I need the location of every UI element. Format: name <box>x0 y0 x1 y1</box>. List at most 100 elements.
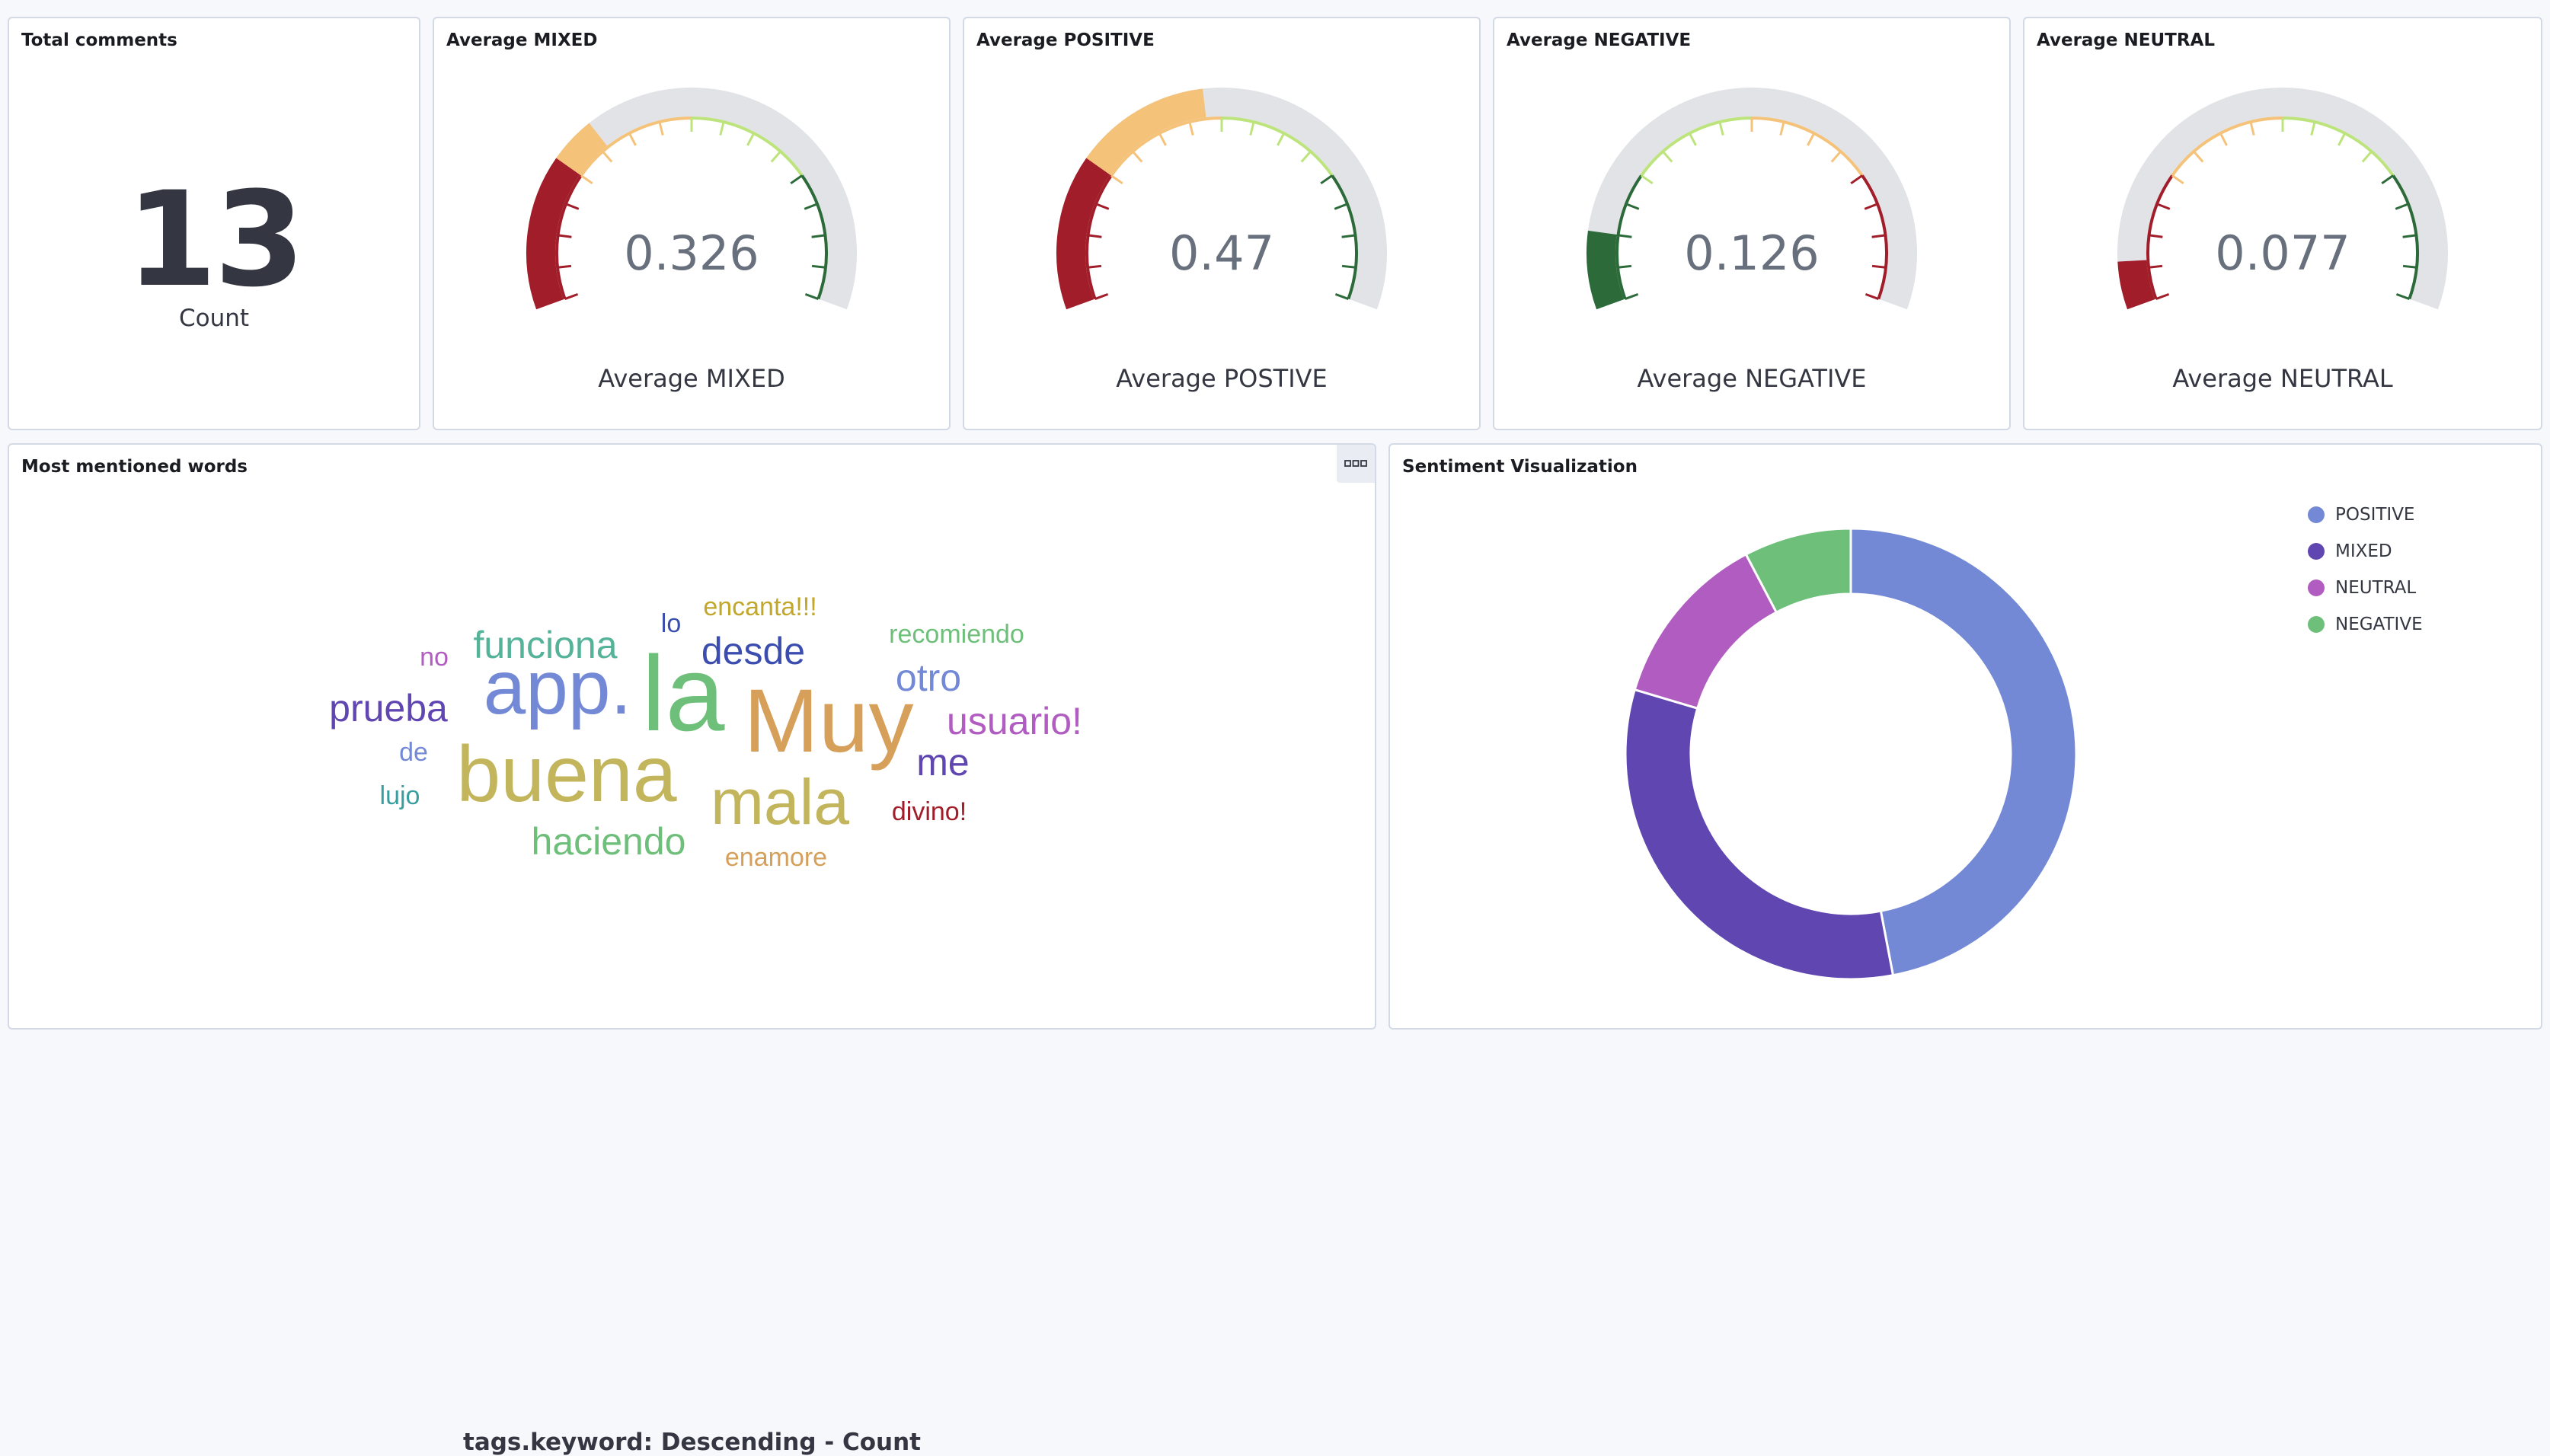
gauge-tick <box>1688 133 1697 146</box>
gauge-tick <box>1110 174 1123 185</box>
donut-slice-neutral[interactable] <box>1633 552 1778 710</box>
gauge-tick <box>1094 292 1109 300</box>
word-cloud-word: de <box>399 738 428 767</box>
gauge-label: Average POSTIVE <box>1116 364 1327 393</box>
word-cloud-word: mala <box>711 766 849 838</box>
panel-title: Sentiment Visualization <box>1402 457 1638 477</box>
panel-title: Total comments <box>21 30 177 50</box>
gauge-tick <box>2402 264 2417 269</box>
gauge-value-arc <box>526 158 580 310</box>
metric-label: Count <box>178 305 250 332</box>
ellipsis-icon <box>1344 460 1367 467</box>
gauge-tick <box>1662 150 1673 163</box>
panel-title: Average NEGATIVE <box>1507 30 1692 50</box>
gauge-value-arc <box>556 123 608 175</box>
legend-item-positive[interactable]: POSITIVE <box>2308 497 2423 533</box>
gauge-tick <box>804 203 818 210</box>
word-cloud-word: divino! <box>892 797 967 826</box>
gauge-tick <box>1188 121 1194 136</box>
gauge-scale-band <box>2392 174 2419 300</box>
gauge-tick <box>804 292 819 300</box>
donut-slice-positive[interactable] <box>1849 527 2078 977</box>
gauge-tick <box>1871 234 1886 238</box>
panel-title: Average MIXED <box>446 30 598 50</box>
gauge-tick <box>628 133 637 146</box>
gauge-chart: 0.077 Average NEUTRAL <box>2117 88 2448 393</box>
gauge-tick <box>1850 174 1863 185</box>
gauge-value-arc <box>1587 230 1624 310</box>
gauge-tick <box>1132 150 1143 163</box>
gauge-tick <box>1277 133 1286 146</box>
gauge-tick <box>746 133 756 146</box>
gauge-scale-band <box>1640 117 1753 177</box>
gauge-tick <box>2149 234 2163 238</box>
legend-swatch <box>2308 506 2325 523</box>
gauge-tick <box>2310 121 2316 136</box>
gauge-tick <box>2148 264 2163 269</box>
gauge-tick <box>719 121 725 136</box>
gauge-label: Average MIXED <box>598 364 784 393</box>
word-cloud-axis-label: tags.keyword: Descending - Count <box>463 1429 921 1456</box>
gauge-chart: 0.47 Average POSTIVE <box>1056 88 1387 393</box>
gauge-label: Average NEUTRAL <box>2172 364 2393 393</box>
legend-swatch <box>2308 616 2325 633</box>
gauge-scale-band <box>1861 174 1888 300</box>
panel-title: Average NEUTRAL <box>2037 30 2215 50</box>
gauge-tick <box>770 150 781 163</box>
gauge-tick <box>2249 121 2255 136</box>
gauge-tick <box>1807 133 1816 146</box>
gauge-tick <box>1320 174 1333 185</box>
metric-value: 13 <box>126 163 305 316</box>
legend-item-neutral[interactable]: NEUTRAL <box>2308 570 2423 606</box>
legend-swatch <box>2308 580 2325 596</box>
gauge-tick <box>1341 234 1356 238</box>
gauge-tick <box>2402 234 2417 238</box>
gauge-scale-band <box>1221 117 1334 177</box>
panel-options-button[interactable] <box>1337 445 1375 483</box>
gauge-tick <box>1718 121 1724 136</box>
panel-gauge-mixed: Average MIXED 0.326 Average MIXED <box>433 17 951 430</box>
gauge-tick <box>1341 264 1356 269</box>
gauge-tick <box>2156 203 2171 210</box>
panel-sentiment-donut: Sentiment Visualization POSITIVE MIXED NEU… <box>1388 443 2542 1030</box>
gauge-track <box>1587 88 1917 310</box>
panel-title: Most mentioned words <box>21 457 248 477</box>
word-cloud-word: encanta!!! <box>703 592 816 621</box>
gauge-tick <box>2155 292 2170 300</box>
gauge-tick <box>811 234 826 238</box>
gauge-tick <box>1334 203 1348 210</box>
gauge-tick <box>564 292 579 300</box>
gauge-scale-band <box>580 117 692 177</box>
word-cloud-word: prueba <box>329 687 448 730</box>
word-cloud-word: lo <box>661 609 681 638</box>
panel-title: Average POSITIVE <box>976 30 1155 50</box>
word-cloud-word: enamore <box>725 843 827 872</box>
gauge-tick <box>1871 264 1887 269</box>
word-cloud-word: otro <box>896 656 961 699</box>
word-cloud-word: recomiendo <box>889 620 1024 649</box>
gauge-tick <box>1779 121 1785 136</box>
word-cloud-word: funciona <box>473 624 617 666</box>
gauge-tick <box>658 121 664 136</box>
gauge-scale-band <box>1615 174 1643 300</box>
legend-item-mixed[interactable]: MIXED <box>2308 533 2423 570</box>
panel-total-comments: Total comments 13 Count <box>8 17 420 430</box>
gauge-tick <box>1618 234 1632 238</box>
gauge-tick <box>580 174 593 185</box>
donut-slice-negative[interactable] <box>1744 527 1852 615</box>
panel-gauge-neutral: Average NEUTRAL 0.077 Average NEUTRAL <box>2023 17 2542 430</box>
gauge-scale-band <box>2146 174 2174 300</box>
panel-word-cloud: Most mentioned words la Muy buena app. mala f… <box>8 443 1376 1456</box>
gauge-tick <box>1087 264 1102 269</box>
gauge-scale-band <box>800 174 828 300</box>
gauge-tick <box>1625 292 1639 300</box>
gauge-tick <box>1334 292 1349 300</box>
gauge-tick <box>790 174 803 185</box>
donut-slice-mixed[interactable] <box>1624 688 1895 981</box>
legend-label: MIXED <box>2335 541 2392 561</box>
gauge-scale-band <box>691 117 804 177</box>
gauge-tick <box>558 234 572 238</box>
gauge-value-arc <box>1056 158 1110 310</box>
legend-item-negative[interactable]: NEGATIVE <box>2308 606 2423 643</box>
word-cloud-word: usuario! <box>947 700 1082 742</box>
